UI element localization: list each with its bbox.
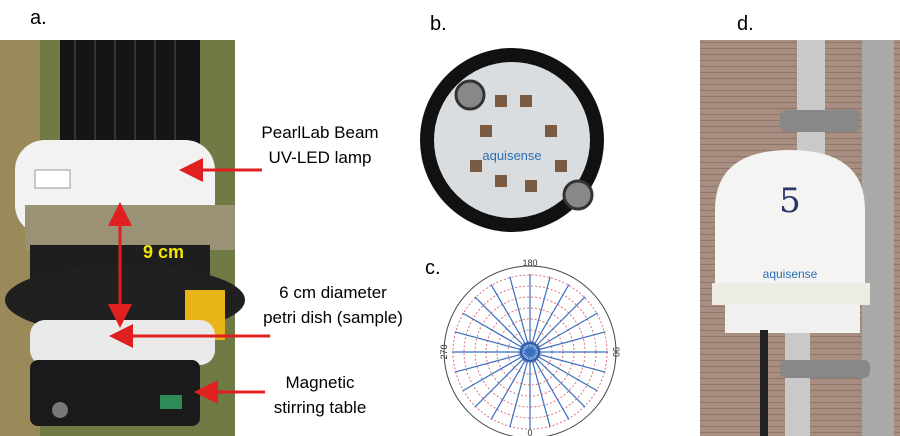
brand: aquisense [763,267,818,281]
annotation: 6 cm diameter [279,283,387,302]
angle-label: 0 [527,428,532,436]
panel-label: a. [30,7,47,29]
annotation: UV-LED lamp [269,148,372,167]
panel-label: d. [737,13,754,35]
annotation: stirring table [274,398,367,417]
polar-grid [444,266,616,436]
figure: 9 cm PearlLab Beam UV-LED lamp 6 cm diam… [0,0,900,436]
angle-label: 90 [611,347,621,357]
annotation: petri dish (sample) [263,308,403,327]
angle-label: 180 [522,258,537,268]
photo-d [700,40,900,436]
marker: 5 [779,181,801,221]
photo-b [420,48,604,232]
brand: aquisense [482,148,541,163]
annotation: PearlLab Beam [261,123,378,142]
panel-label: b. [430,13,447,35]
measure: 9 cm [143,242,184,262]
angle-label: 270 [439,344,449,359]
annotation: Magnetic [286,373,355,392]
panel-label: c. [425,257,441,279]
photo-a [0,40,245,436]
